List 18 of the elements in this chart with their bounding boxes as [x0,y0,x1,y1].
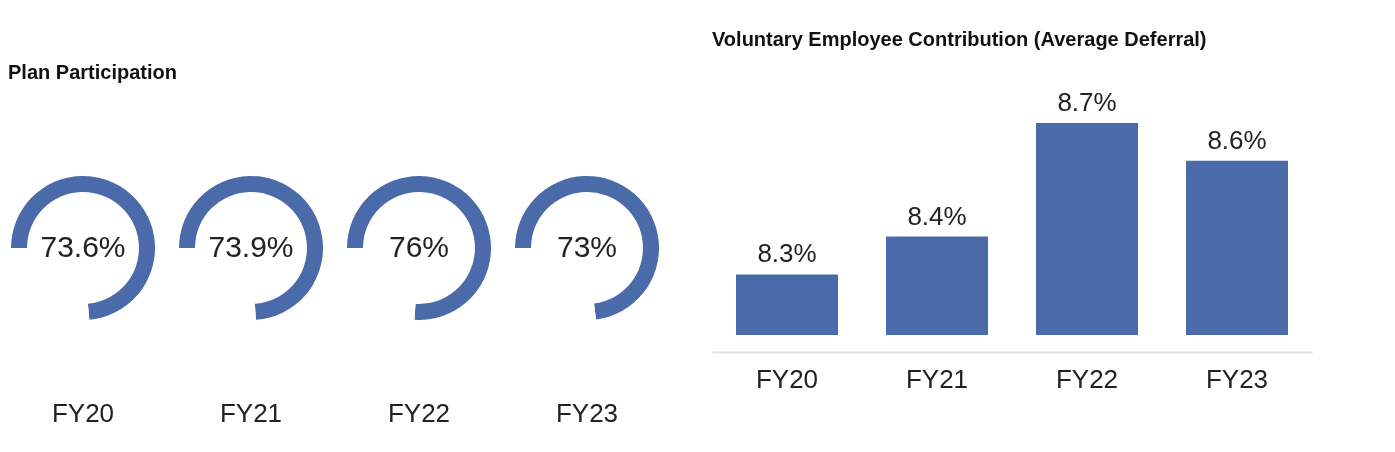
text: FY23 [555,398,619,428]
data-label: 8.3% [757,238,817,269]
text: FY22 [387,398,451,428]
data-label: 73.6% [40,230,126,263]
chart-title: Voluntary Employee Contribution (Average Deferral) [712,28,1207,50]
data-label: 73.9% [208,230,294,263]
chart-title: Plan Participation [8,61,177,83]
x-tick-label: FY23 [1205,363,1269,394]
data-label: 8.4% [907,200,967,231]
data-label: 8.6% [1207,124,1267,155]
data-label: 76% [388,230,450,263]
x-tick-label: FY21 [905,363,969,394]
text: FY20 [51,398,115,428]
text: FY21 [219,398,283,428]
x-tick-label: FY20 [755,363,819,394]
data-label: 73% [556,230,618,263]
data-label: 8.7% [1057,87,1117,117]
x-tick-label: FY22 [1055,363,1119,394]
